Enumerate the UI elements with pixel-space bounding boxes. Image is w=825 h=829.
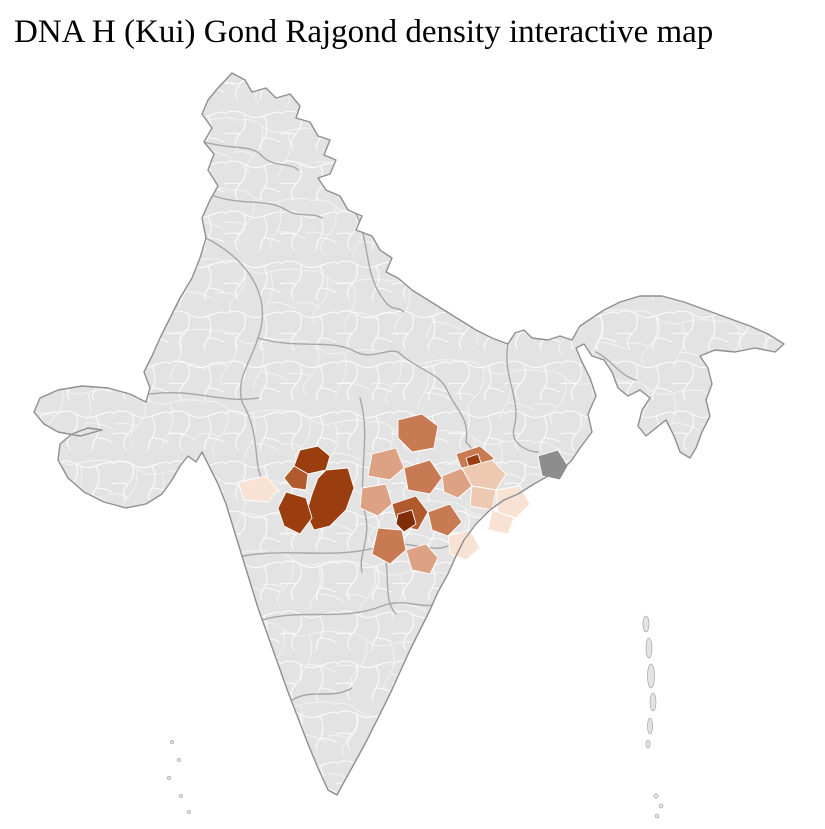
density-districts xyxy=(237,413,569,575)
district-shape[interactable] xyxy=(441,467,473,499)
district-shape[interactable] xyxy=(469,485,497,511)
district-shape[interactable] xyxy=(283,465,309,491)
district-shape[interactable] xyxy=(537,449,569,481)
district-shape[interactable] xyxy=(427,503,463,537)
district-shape[interactable] xyxy=(359,483,393,517)
district-shape[interactable] xyxy=(405,543,439,575)
andaman-islands[interactable] xyxy=(642,615,657,749)
district-shape[interactable] xyxy=(487,509,515,535)
district-shape[interactable] xyxy=(367,447,405,481)
district-shape[interactable] xyxy=(371,527,407,565)
district-shape[interactable] xyxy=(395,509,417,533)
lakshadweep-islands[interactable] xyxy=(167,740,191,814)
district-shape[interactable] xyxy=(447,529,481,561)
page-title: DNA H (Kui) Gond Rajgond density interac… xyxy=(14,14,714,50)
district-shape[interactable] xyxy=(461,459,507,491)
district-shape[interactable] xyxy=(277,491,313,535)
district-shape[interactable] xyxy=(403,459,443,495)
district-shape[interactable] xyxy=(495,485,531,519)
district-shape[interactable] xyxy=(237,475,279,503)
nicobar-islands[interactable] xyxy=(653,793,664,819)
district-shape[interactable] xyxy=(305,467,355,531)
district-shape[interactable] xyxy=(397,413,439,453)
